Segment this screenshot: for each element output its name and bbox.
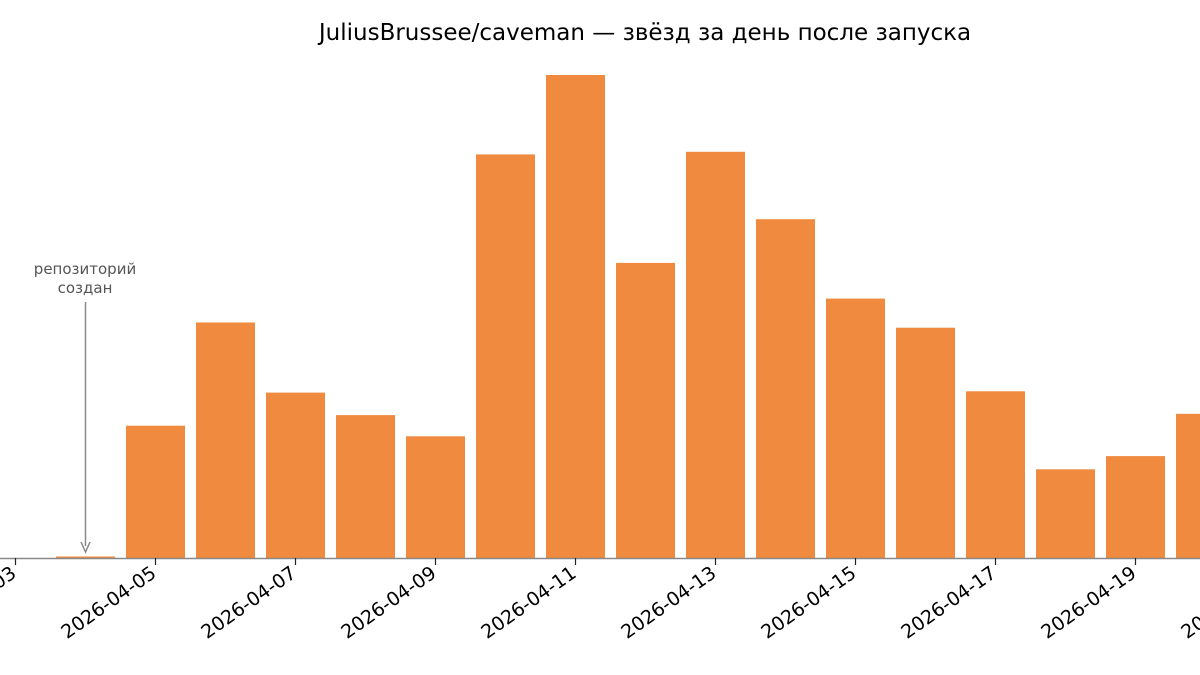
x-tick-label: 2026-04-21: [1177, 562, 1200, 643]
x-tick-label: 2026-04-11: [477, 562, 580, 643]
annotation-line-1: репозиторий: [34, 260, 136, 278]
x-tick-label: 2026-04-07: [197, 562, 300, 643]
bar-2026-04-08: [336, 415, 395, 558]
x-tick-label: 2026-04-13: [617, 562, 720, 643]
bar-2026-04-16: [896, 327, 955, 558]
x-tick-label: 2026-04-03: [0, 562, 20, 643]
bar-2026-04-20: [1176, 413, 1200, 558]
chart-title: JuliusBrussee/caveman — звёзд за день по…: [317, 20, 971, 46]
annotation: репозиторий создан: [34, 260, 136, 554]
bar-2026-04-04: [56, 556, 115, 558]
x-tick-label: 2026-04-17: [897, 562, 1000, 643]
bar-2026-04-06: [196, 322, 255, 558]
bar-2026-04-14: [756, 219, 815, 558]
bar-2026-04-19: [1106, 456, 1165, 558]
x-tick-label: 2026-04-05: [57, 562, 160, 643]
bar-2026-04-05: [126, 425, 185, 558]
x-tick-label: 2026-04-15: [757, 562, 860, 643]
x-ticks: 2026-04-03 2026-04-05 2026-04-07 2026-04-09…: [0, 558, 1200, 643]
bar-2026-04-13: [686, 151, 745, 559]
bar-2026-04-17: [966, 391, 1025, 558]
bar-2026-04-09: [406, 436, 465, 558]
bar-2026-04-18: [1036, 469, 1095, 558]
bar-2026-04-15: [826, 298, 885, 558]
annotation-line-2: создан: [58, 279, 113, 297]
bars: [56, 75, 1200, 559]
bar-2026-04-07: [266, 392, 325, 558]
bar-2026-04-11: [546, 75, 605, 558]
bar-2026-04-10: [476, 154, 535, 558]
annotation-arrow-head: [80, 541, 91, 554]
x-tick-label: 2026-04-09: [337, 562, 440, 643]
x-tick-label: 2026-04-19: [1037, 562, 1140, 643]
bar-2026-04-12: [616, 262, 675, 558]
